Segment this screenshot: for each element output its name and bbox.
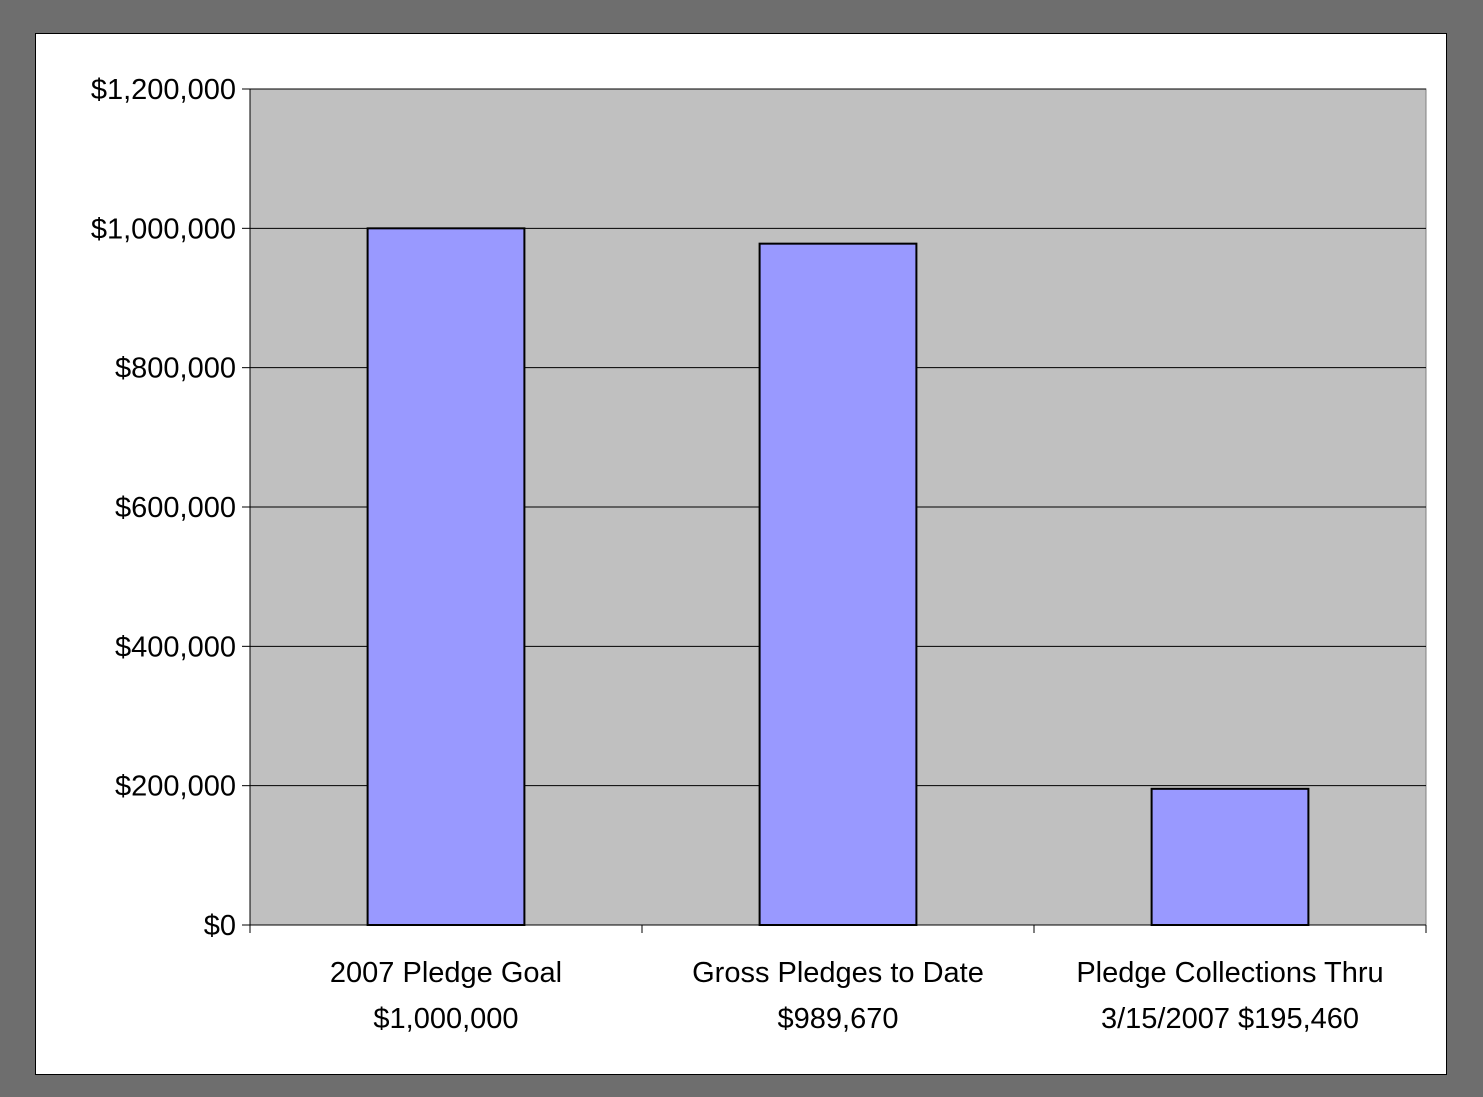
x-category-label: 3/15/2007 $195,460 bbox=[1101, 1003, 1359, 1035]
y-tick-label: $200,000 bbox=[115, 771, 236, 803]
x-category-label: $1,000,000 bbox=[373, 1003, 518, 1035]
y-tick-label: $800,000 bbox=[115, 353, 236, 385]
bar bbox=[1150, 787, 1310, 926]
y-tick-label: $400,000 bbox=[115, 631, 236, 663]
x-category-label: Gross Pledges to Date bbox=[692, 957, 984, 989]
bar bbox=[366, 227, 526, 927]
chart-frame: $0 $200,000 $400,000 $600,000 $800,000 $1,000… bbox=[35, 33, 1447, 1075]
bar bbox=[758, 242, 918, 927]
x-category-label: $989,670 bbox=[778, 1003, 899, 1035]
bar-chart: $0 $200,000 $400,000 $600,000 $800,000 $1,000… bbox=[91, 74, 1427, 1035]
y-tick-label: $600,000 bbox=[115, 492, 236, 524]
y-tick-label: $1,200,000 bbox=[91, 74, 236, 106]
y-tick-label: $0 bbox=[204, 910, 236, 942]
x-category-label: Pledge Collections Thru bbox=[1076, 957, 1383, 989]
y-tick-label: $1,000,000 bbox=[91, 213, 236, 245]
x-category-label: 2007 Pledge Goal bbox=[330, 957, 562, 989]
